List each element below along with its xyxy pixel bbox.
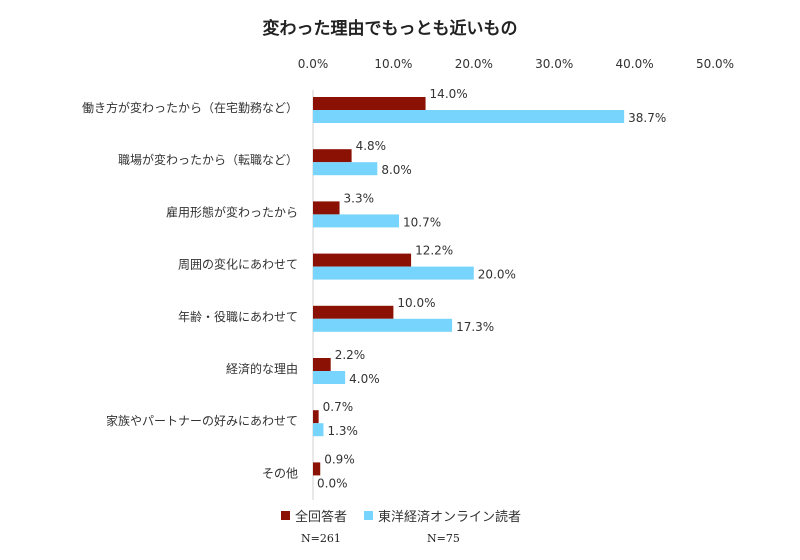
data-label: 38.7% (628, 111, 666, 125)
x-tick-label: 20.0% (455, 57, 493, 71)
category-label: 家族やパートナーの好みにあわせて (106, 413, 298, 428)
category-label: 雇用形態が変わったから (166, 204, 298, 219)
data-label: 1.3% (327, 424, 358, 438)
bar-toyokeizai-readers (313, 110, 625, 123)
x-tick-label: 10.0% (374, 57, 412, 71)
bar-all-respondents (313, 358, 331, 371)
n-count-toyokeizai-readers: N=75 (427, 532, 460, 545)
x-tick-label: 30.0% (535, 57, 573, 71)
bar-all-respondents (313, 253, 412, 267)
data-label: 3.3% (344, 191, 375, 205)
bar-toyokeizai-readers (313, 266, 474, 280)
bar-all-respondents (313, 462, 321, 476)
bar-all-respondents (313, 149, 352, 163)
bar-toyokeizai-readers (313, 162, 378, 176)
bar-all-respondents (313, 305, 394, 319)
category-label: 周囲の変化にあわせて (178, 257, 298, 272)
data-label: 2.2% (335, 348, 366, 362)
x-tick-label: 50.0% (696, 57, 734, 71)
bar-chart: 0.0% 10.0% 20.0% 30.0% 40.0% 50.0% 働き方が変わったから（… (82, 57, 734, 500)
bar-toyokeizai-readers (313, 214, 400, 228)
data-label: 8.0% (381, 163, 412, 177)
bar-all-respondents (313, 201, 340, 215)
data-label: 0.9% (324, 452, 355, 466)
data-label: 10.0% (397, 296, 435, 310)
data-label: 20.0% (478, 268, 516, 282)
legend-item-toyokeizai-readers: 東洋経済オンライン読者 (364, 506, 521, 525)
legend-swatch-toyokeizai-readers (364, 511, 373, 520)
category-label: 職場が変わったから（転職など） (118, 152, 298, 167)
x-tick-label: 0.0% (298, 57, 329, 71)
category-label: 経済的な理由 (226, 361, 298, 376)
legend-label-all-respondents: 全回答者 (295, 510, 348, 525)
bar-toyokeizai-readers (313, 371, 346, 384)
legend-label-toyokeizai-readers: 東洋経済オンライン読者 (378, 510, 522, 525)
bar-all-respondents (313, 97, 426, 110)
data-label: 17.3% (456, 320, 494, 334)
n-count-all-respondents: N=261 (301, 532, 341, 545)
data-label: 4.0% (349, 372, 380, 386)
category-label: 働き方が変わったから（在宅勤務など） (82, 100, 298, 115)
bar-all-respondents (313, 410, 319, 424)
chart-title: 変わった理由でもっとも近いもの (262, 19, 518, 39)
x-tick-label: 40.0% (616, 57, 654, 71)
data-label: 10.7% (403, 215, 441, 229)
data-label: 4.8% (356, 139, 387, 153)
legend-item-all-respondents: 全回答者 (281, 506, 347, 525)
category-label: 年齢・役職にあわせて (178, 309, 298, 324)
data-label: 14.0% (430, 87, 468, 101)
data-label: 0.7% (323, 400, 354, 414)
data-label: 0.0% (317, 476, 348, 490)
category-label: その他 (262, 466, 298, 480)
data-label: 12.2% (415, 244, 453, 258)
bar-toyokeizai-readers (313, 423, 324, 437)
legend-swatch-all-respondents (281, 511, 290, 520)
bar-toyokeizai-readers (313, 318, 453, 332)
